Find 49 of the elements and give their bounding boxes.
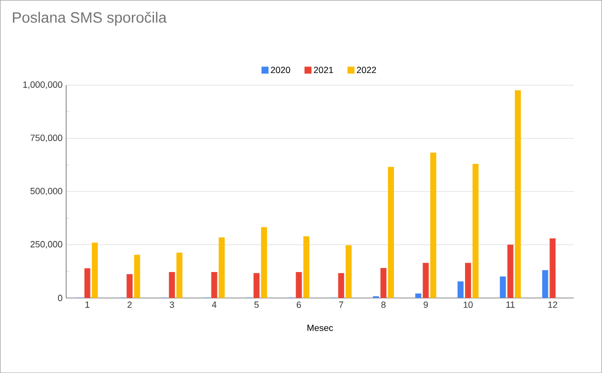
bar: [472, 164, 479, 298]
legend-label: 2020: [270, 66, 290, 74]
bar: [346, 245, 352, 298]
y-tick-label: 500,000: [30, 188, 62, 196]
x-axis-title: Mesec: [307, 324, 333, 331]
x-tick-label: 12: [548, 301, 558, 308]
bar: [92, 242, 98, 298]
y-tick-label: 0: [58, 294, 62, 302]
bar: [126, 274, 133, 298]
bar: [507, 244, 514, 298]
x-tick-label: 2: [128, 301, 132, 308]
bar: [465, 262, 472, 298]
x-tick-label: 11: [506, 301, 515, 308]
bar: [514, 90, 521, 298]
chart-title: Poslana SMS sporočila: [12, 12, 167, 26]
x-tick-label: 6: [296, 301, 301, 308]
bar: [176, 252, 182, 298]
bar: [84, 268, 90, 298]
bar: [168, 272, 175, 298]
x-tick-label: 5: [254, 301, 259, 308]
bar: [422, 262, 429, 298]
y-tick-label: 250,000: [30, 240, 62, 248]
x-tick-label: 8: [381, 301, 386, 308]
x-tick-label: 3: [170, 301, 174, 308]
x-tick-label: 10: [464, 301, 473, 308]
bar: [542, 270, 548, 298]
bar: [430, 152, 436, 298]
x-tick-label: 4: [212, 301, 216, 308]
bar: [261, 227, 268, 298]
y-tick-label: 1,000,000: [23, 81, 62, 89]
bar: [254, 273, 260, 298]
bar: [388, 166, 394, 298]
bar: [211, 272, 218, 298]
bar: [134, 254, 140, 298]
bar: [458, 281, 464, 298]
x-tick-label: 1: [86, 301, 90, 308]
legend-label: 2021: [314, 66, 334, 74]
bar: [296, 272, 302, 298]
bar: [415, 293, 422, 298]
bar: [218, 237, 225, 298]
bar: [500, 276, 506, 298]
bar: [380, 268, 386, 298]
x-tick-label: 7: [339, 301, 344, 308]
bar: [338, 273, 344, 298]
legend-label: 2022: [356, 66, 376, 74]
bar: [303, 236, 310, 298]
bar: [550, 238, 556, 298]
y-tick-label: 750,000: [30, 134, 62, 142]
x-tick-label: 9: [424, 301, 428, 308]
